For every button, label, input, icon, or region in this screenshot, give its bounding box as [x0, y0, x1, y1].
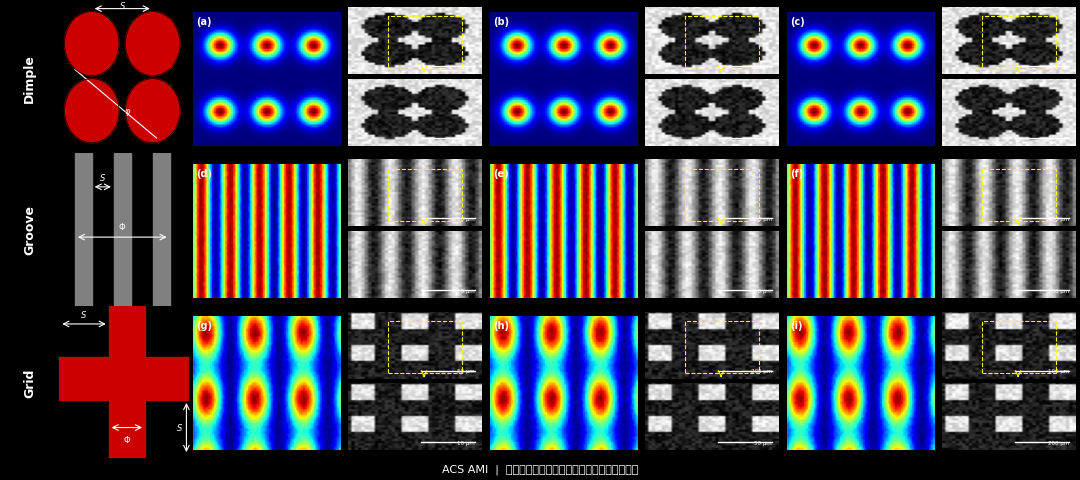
Text: Groove: Groove — [23, 205, 37, 255]
Text: (g): (g) — [197, 321, 213, 331]
Bar — [152, 154, 170, 306]
Bar — [113, 154, 131, 306]
Bar — [982, 17, 1055, 70]
Text: Dimple: Dimple — [23, 54, 37, 102]
Text: 50 μm: 50 μm — [754, 440, 772, 445]
Text: 200 μm: 200 μm — [751, 369, 772, 373]
Text: 50 μm: 50 μm — [457, 216, 475, 222]
Text: S: S — [177, 423, 183, 432]
Text: (d): (d) — [197, 168, 213, 179]
Text: 200 μm: 200 μm — [751, 65, 772, 70]
Text: 200 μm: 200 μm — [1048, 440, 1069, 445]
Text: S: S — [100, 174, 106, 183]
Text: 20 μm: 20 μm — [457, 65, 475, 70]
Bar — [685, 169, 758, 222]
Bar — [109, 306, 145, 458]
Circle shape — [65, 80, 119, 144]
Bar — [685, 17, 758, 70]
Bar — [388, 322, 461, 373]
Bar — [75, 154, 92, 306]
Text: Φ: Φ — [123, 435, 130, 444]
Text: 100 μm: 100 μm — [751, 216, 772, 222]
Text: 10 μm: 10 μm — [457, 440, 475, 445]
Circle shape — [125, 12, 180, 76]
Text: (e): (e) — [494, 168, 509, 179]
Text: Grid: Grid — [23, 367, 37, 396]
Text: S: S — [120, 2, 125, 11]
Text: 50 μm: 50 μm — [457, 369, 475, 373]
Text: 50 μm: 50 μm — [754, 136, 772, 141]
Text: 10 μm: 10 μm — [457, 136, 475, 141]
Bar — [982, 169, 1055, 222]
Text: 50 μm: 50 μm — [754, 288, 772, 293]
Text: S: S — [81, 311, 86, 320]
Bar — [982, 322, 1055, 373]
Text: 400 μm: 400 μm — [1048, 216, 1069, 222]
Text: (f): (f) — [791, 168, 804, 179]
Text: 100 μm: 100 μm — [1048, 136, 1069, 141]
Text: Φ: Φ — [119, 223, 125, 231]
Circle shape — [65, 12, 119, 76]
Text: (a): (a) — [197, 17, 212, 26]
Text: 200 μm: 200 μm — [1048, 288, 1069, 293]
Text: ACS AMI  |  多尺度形貌的聚合物界面润湿行为与粘接性能: ACS AMI | 多尺度形貌的聚合物界面润湿行为与粘接性能 — [442, 464, 638, 474]
Bar — [388, 169, 461, 222]
Bar — [388, 17, 461, 70]
Text: (h): (h) — [494, 321, 510, 331]
Text: φ: φ — [124, 107, 130, 116]
Text: (i): (i) — [791, 321, 802, 331]
Text: (c): (c) — [791, 17, 805, 26]
Text: 400 μm: 400 μm — [1048, 65, 1069, 70]
Text: 100 μm: 100 μm — [1048, 369, 1069, 373]
Bar — [59, 358, 189, 400]
Circle shape — [125, 80, 180, 144]
Bar — [685, 322, 758, 373]
Text: 10 μm: 10 μm — [457, 288, 475, 293]
Text: (b): (b) — [494, 17, 510, 26]
